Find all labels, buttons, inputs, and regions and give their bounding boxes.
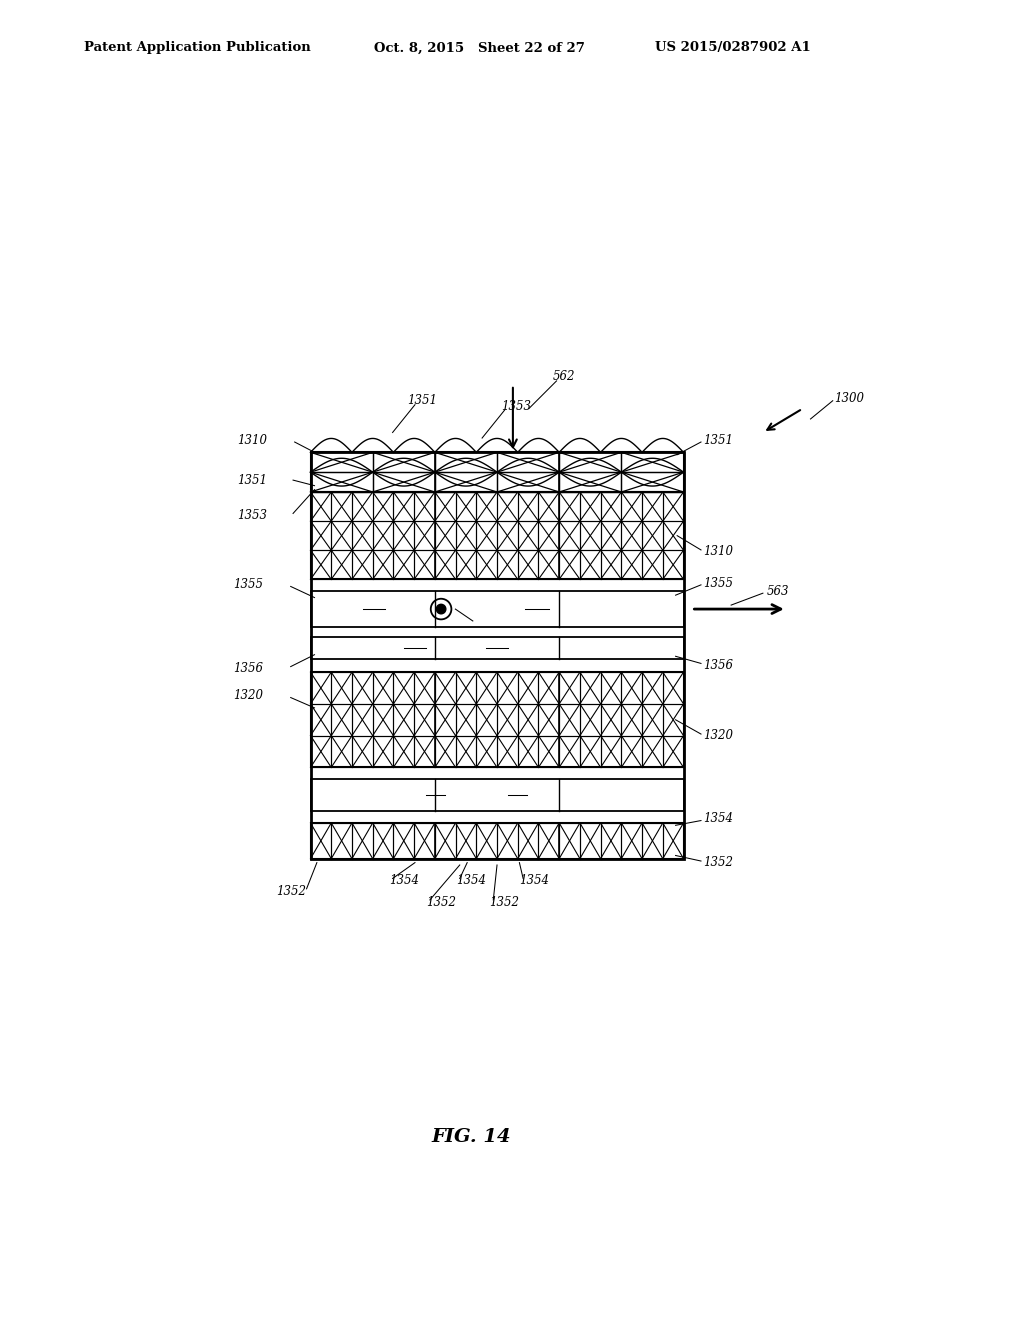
Text: 1351: 1351: [703, 434, 733, 447]
FancyBboxPatch shape: [310, 779, 684, 810]
Text: 1356: 1356: [703, 659, 733, 672]
Text: 561: 561: [468, 616, 490, 630]
Text: 1355: 1355: [232, 578, 263, 591]
Text: 1356: 1356: [232, 661, 263, 675]
Text: 1356: 1356: [400, 642, 430, 655]
Text: 1352: 1352: [276, 886, 306, 899]
FancyBboxPatch shape: [310, 638, 684, 659]
Text: 562: 562: [553, 371, 575, 383]
Text: 1351: 1351: [408, 395, 437, 408]
Text: 1310: 1310: [237, 434, 267, 447]
FancyBboxPatch shape: [310, 591, 684, 627]
Text: 1354: 1354: [456, 874, 486, 887]
Text: Oct. 8, 2015   Sheet 22 of 27: Oct. 8, 2015 Sheet 22 of 27: [374, 41, 585, 54]
Text: 563: 563: [767, 585, 790, 598]
Text: 1355: 1355: [519, 602, 549, 615]
Text: 1355: 1355: [703, 577, 733, 590]
Text: 1354: 1354: [519, 874, 549, 887]
Text: 1320: 1320: [422, 788, 453, 801]
Text: 1300: 1300: [835, 392, 864, 405]
Text: 1353: 1353: [501, 400, 530, 413]
Text: 1352: 1352: [489, 896, 519, 908]
Text: 1356: 1356: [482, 642, 512, 655]
Text: Patent Application Publication: Patent Application Publication: [84, 41, 310, 54]
Text: US 2015/0287902 A1: US 2015/0287902 A1: [655, 41, 811, 54]
Text: 1352: 1352: [426, 896, 456, 908]
Text: 1320: 1320: [505, 788, 535, 801]
Text: 1320: 1320: [232, 689, 263, 702]
Text: FIG. 14: FIG. 14: [431, 1127, 511, 1146]
Text: 1320: 1320: [703, 729, 733, 742]
Text: 1354: 1354: [703, 813, 733, 825]
Text: 1352: 1352: [703, 857, 733, 869]
Circle shape: [436, 605, 445, 614]
Text: 1354: 1354: [389, 874, 419, 887]
Text: 1353: 1353: [237, 510, 267, 523]
Text: 1355: 1355: [359, 602, 389, 615]
Text: 1351: 1351: [237, 474, 267, 487]
Text: 1310: 1310: [703, 545, 733, 558]
